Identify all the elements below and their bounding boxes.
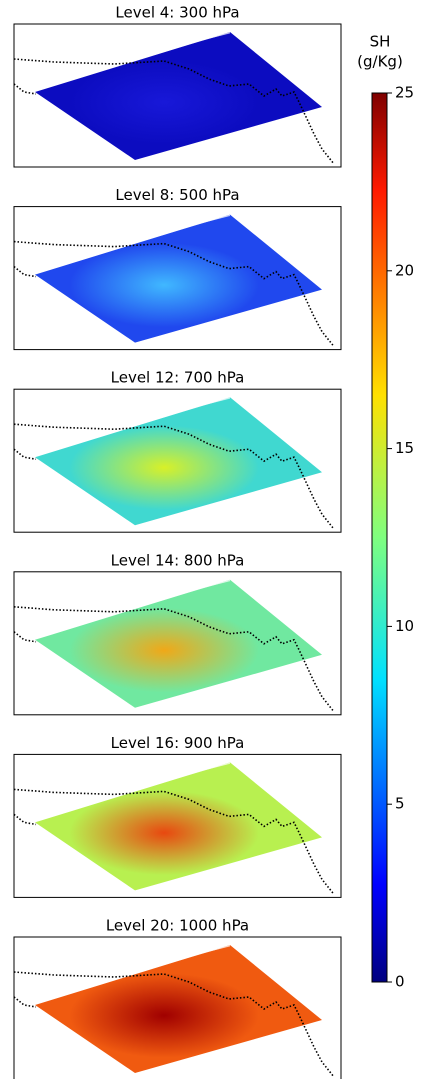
colorbar-tick-label: 0 [395, 973, 405, 991]
swath-edge [36, 762, 231, 821]
swath-edge [40, 32, 231, 84]
swath-edge [43, 32, 231, 80]
coastline [13, 58, 335, 165]
coastline [13, 996, 37, 1008]
colorbar-tick-label: 10 [395, 617, 414, 635]
panel-title: Level 20: 1000 hPa [106, 917, 249, 935]
colorbar-tick-label: 20 [395, 261, 414, 279]
swath [35, 579, 322, 708]
swath-edge [37, 32, 231, 88]
coastline [13, 971, 335, 1078]
swath-edge [40, 580, 231, 632]
swath-edge [37, 945, 231, 1001]
swath-edge [39, 580, 231, 634]
swath-edge [42, 397, 231, 447]
coastline [13, 813, 37, 826]
swath-edge [42, 215, 231, 264]
coastline [13, 448, 37, 460]
swath-edge [39, 762, 231, 817]
panel-title: Level 16: 900 hPa [111, 734, 245, 752]
swath-edge [36, 579, 231, 638]
panel-title: Level 12: 700 hPa [111, 369, 245, 387]
coastline [13, 788, 335, 895]
swath-edge [39, 397, 231, 451]
coastline [13, 240, 335, 348]
coastline [13, 423, 335, 530]
swath-edge [40, 397, 231, 449]
swath-edge [39, 945, 231, 999]
swath [35, 214, 322, 343]
coastline [13, 83, 37, 95]
swath-edge [43, 945, 231, 993]
colorbar [371, 92, 388, 983]
coastline [13, 265, 37, 278]
swath-edge [42, 32, 231, 82]
panel-title: Level 4: 300 hPa [115, 4, 239, 22]
panel-title: Level 8: 500 hPa [115, 186, 239, 204]
swath-edge [39, 32, 231, 86]
colorbar-tick-label: 15 [395, 439, 414, 457]
swath-edge [39, 214, 231, 269]
swath-edge [37, 579, 231, 636]
colorbar-tick-label: 25 [395, 84, 414, 102]
colorbar-title: SH [370, 33, 391, 51]
swath-edge [37, 214, 231, 271]
swath-edge [36, 397, 231, 456]
colorbar-title: (g/Kg) [357, 53, 403, 71]
swath [35, 762, 322, 891]
swath-edge [43, 398, 231, 445]
swath-edge [40, 215, 231, 267]
swath [35, 945, 322, 1073]
panel-title: Level 14: 800 hPa [111, 551, 245, 569]
swath-edge [43, 215, 231, 262]
swath-edge [40, 945, 231, 997]
colorbar-tick-label: 5 [395, 795, 405, 813]
swath-edge [40, 762, 231, 814]
swath [35, 397, 322, 526]
swath-edge [43, 763, 231, 810]
swath-edge [42, 763, 231, 812]
swath-edge [37, 397, 231, 454]
coastline [13, 606, 335, 713]
swath-edge [43, 580, 231, 627]
swath-edge [36, 944, 231, 1004]
swath-edge [42, 580, 231, 630]
coastline [13, 631, 37, 643]
swath-edge [36, 214, 231, 273]
swath [35, 32, 322, 160]
swath-edge [42, 945, 231, 995]
swath-edge [36, 31, 231, 91]
swath-edge [37, 762, 231, 819]
